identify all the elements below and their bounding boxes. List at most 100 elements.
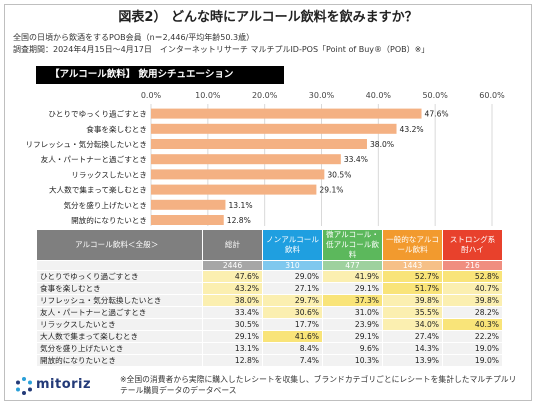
table-cell: 38.0%: [202, 294, 263, 307]
table-cell: 9.6%: [322, 342, 383, 355]
bar: [151, 154, 341, 165]
survey-period-info: 調査期間：2024年4月15日～4月17日 インターネットリサーチ マルチプルI…: [13, 45, 430, 54]
category-label: 大人数で集まって楽しむとき: [49, 185, 147, 195]
data-label: 13.1%: [228, 201, 252, 210]
bar: [151, 184, 317, 195]
table-cell: 30.5%: [202, 318, 263, 331]
table-cell: 29.1%: [322, 330, 383, 343]
table-cell: 34.0%: [382, 318, 443, 331]
crosstab-table: アルコール飲料＜全般＞ 総計 ノンアルコール飲料 微アルコール・低アルコール飲料…: [36, 229, 503, 367]
table-cell: 19.0%: [442, 354, 503, 367]
logo-dots-icon: [16, 377, 32, 395]
data-label: 33.4%: [344, 155, 368, 164]
data-label: 38.0%: [370, 140, 394, 149]
table-cell: 43.2%: [202, 282, 263, 295]
table-row: 開放的になりたいとき 12.8% 7.4% 10.3% 13.9% 19.0%: [36, 354, 503, 367]
category-label: リフレッシュ・気分転換したいとき: [26, 139, 148, 149]
bar: [151, 108, 422, 119]
table-cell: 8.4%: [262, 342, 323, 355]
x-tick-label: 60.0%: [479, 91, 505, 100]
column-low-alcohol: 微アルコール・低アルコール飲料: [322, 229, 383, 261]
table-row: リラックスしたいとき 30.5% 17.7% 23.9% 34.0% 40.3%: [36, 318, 503, 331]
table-cell: 23.9%: [322, 318, 383, 331]
x-tick-label: 20.0%: [252, 91, 278, 100]
table-cell: 19.0%: [442, 342, 503, 355]
survey-sample-info: 全国の日頃から飲酒をするPOB会員（n＝2,446/平均年齢50.3歳）: [13, 33, 255, 42]
data-label: 29.1%: [319, 186, 343, 195]
table-cell: 39.8%: [382, 294, 443, 307]
table-cell: 29.1%: [322, 282, 383, 295]
count-row-label: [36, 260, 203, 271]
table-cell: 14.3%: [382, 342, 443, 355]
table-cell: 52.8%: [442, 270, 503, 283]
column-regular-alcohol: 一般的なアルコール飲料: [382, 229, 443, 261]
table-cell: 39.8%: [442, 294, 503, 307]
table-cell: 12.8%: [202, 354, 263, 367]
table-cell: 51.7%: [382, 282, 443, 295]
count-cell: 1443: [382, 260, 443, 271]
row-label: 開放的になりたいとき: [36, 354, 203, 367]
table-row: ひとりでゆっくり過ごすとき 47.6% 29.0% 41.9% 52.7% 52.8%: [36, 270, 503, 283]
data-label: 43.2%: [400, 125, 424, 134]
x-tick-label: 40.0%: [366, 91, 392, 100]
logo-text: mitoriz: [36, 377, 92, 392]
table-cell: 29.7%: [262, 294, 323, 307]
table-cell: 27.1%: [262, 282, 323, 295]
count-cell: 477: [322, 260, 383, 271]
table-cell: 17.7%: [262, 318, 323, 331]
table-cell: 30.6%: [262, 306, 323, 319]
row-label: 食事を楽しむとき: [36, 282, 203, 295]
table-cell: 37.3%: [322, 294, 383, 307]
table-cell: 47.6%: [202, 270, 263, 283]
chart-title: 【アルコール飲料】 飲用シチュエーション: [36, 66, 284, 84]
table-cell: 22.2%: [442, 330, 503, 343]
count-cell: 310: [262, 260, 323, 271]
x-tick-label: 30.0%: [309, 91, 335, 100]
category-label: 開放的になりたいとき: [71, 215, 147, 225]
table-cell: 33.4%: [202, 306, 263, 319]
category-label: 気分を盛り上げたいとき: [63, 200, 147, 210]
table-cell: 13.9%: [382, 354, 443, 367]
table-row: リフレッシュ・気分転換したいとき 38.0% 29.7% 37.3% 39.8% 39.8…: [36, 294, 503, 307]
data-label: 30.5%: [327, 170, 351, 179]
x-tick-label: 0.0%: [141, 91, 162, 100]
table-row: 食事を楽しむとき 43.2% 27.1% 29.1% 51.7% 40.7%: [36, 282, 503, 295]
table-cell: 35.5%: [382, 306, 443, 319]
table-row: 大人数で集まって楽しむとき 29.1% 41.6% 29.1% 27.4% 22.2%: [36, 330, 503, 343]
row-label: 気分を盛り上げたいとき: [36, 342, 203, 355]
category-label: 友人・パートナーと過ごすとき: [41, 154, 147, 164]
table-row: 気分を盛り上げたいとき 13.1% 8.4% 9.6% 14.3% 19.0%: [36, 342, 503, 355]
bar: [151, 169, 325, 180]
bar: [151, 123, 397, 134]
table-cell: 41.9%: [322, 270, 383, 283]
count-cell: 216: [442, 260, 503, 271]
x-tick-label: 10.0%: [195, 91, 221, 100]
data-label: 47.6%: [425, 110, 449, 119]
row-label: 友人・パートナーと過ごすとき: [36, 306, 203, 319]
table-cell: 10.3%: [322, 354, 383, 367]
table-cell: 29.1%: [202, 330, 263, 343]
x-tick-label: 50.0%: [422, 91, 448, 100]
table-cell: 7.4%: [262, 354, 323, 367]
row-label: ひとりでゆっくり過ごすとき: [36, 270, 203, 283]
row-label: リフレッシュ・気分転換したいとき: [36, 294, 203, 307]
footnote: ※全国の消費者から実際に購入したレシートを収集し、ブランドカテゴリごとにレシート…: [120, 375, 517, 395]
table-cell: 52.7%: [382, 270, 443, 283]
bar: [151, 139, 367, 149]
figure-frame: [4, 4, 532, 401]
table-row: 友人・パートナーと過ごすとき 33.4% 30.6% 31.0% 35.5% 28.2%: [36, 306, 503, 319]
bar: [151, 215, 224, 225]
table-cell: 28.2%: [442, 306, 503, 319]
count-cell: 2446: [202, 260, 263, 271]
table-cell: 29.0%: [262, 270, 323, 283]
figure-title: 図表2） どんな時にアルコール飲料を飲みますか？: [118, 10, 418, 25]
table-cell: 40.3%: [442, 318, 503, 331]
table-cell: 27.4%: [382, 330, 443, 343]
column-total: 総計: [202, 229, 263, 261]
table-header-label: アルコール飲料＜全般＞: [36, 229, 203, 261]
mitoriz-logo: mitoriz: [14, 376, 110, 396]
table-cell: 41.6%: [262, 330, 323, 343]
table-cell: 31.0%: [322, 306, 383, 319]
data-label: 12.8%: [227, 216, 251, 225]
category-label: ひとりでゆっくり過ごすとき: [48, 109, 147, 119]
